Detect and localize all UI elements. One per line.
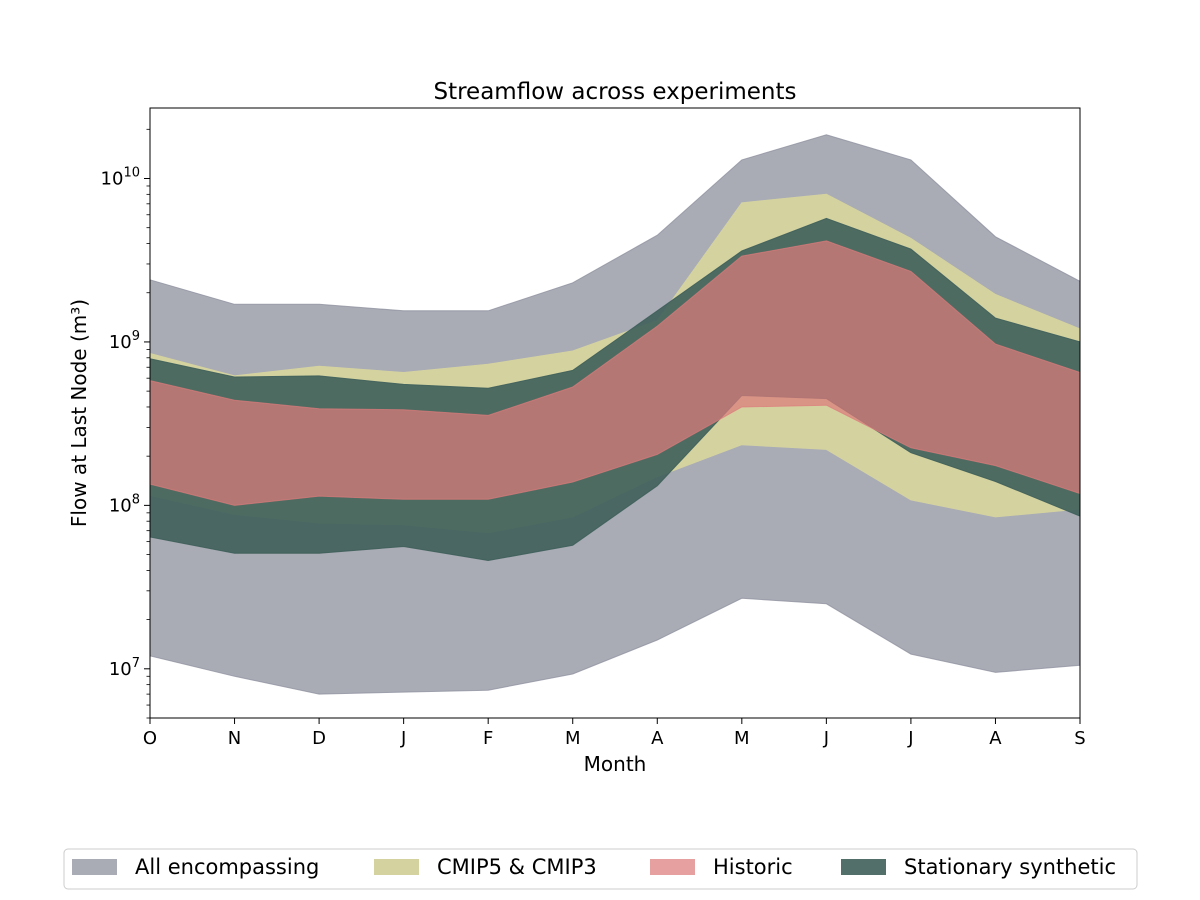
series-bands: [149, 134, 1081, 695]
legend-swatch: [841, 859, 886, 875]
x-tick-label: A: [989, 728, 1002, 749]
x-tick-label: M: [734, 728, 750, 749]
y-tick-label: 108: [109, 492, 140, 516]
x-tick-label: D: [312, 728, 326, 749]
legend-swatch: [650, 859, 695, 875]
chart-title: Streamflow across experiments: [433, 79, 796, 105]
x-tick-label: J: [907, 728, 913, 749]
x-tick-label: S: [1074, 728, 1085, 749]
x-tick-label: F: [483, 728, 493, 749]
legend: All encompassing CMIP5 & CMIP3 Historic Sta…: [63, 848, 1138, 890]
legend-swatch: [72, 859, 117, 875]
x-axis-label: Month: [584, 752, 647, 776]
x-tick-label: J: [400, 728, 406, 749]
x-tick-label: N: [228, 728, 241, 749]
legend-swatch: [374, 859, 419, 875]
legend-label: Historic: [713, 855, 793, 879]
legend-label: Stationary synthetic: [904, 855, 1116, 879]
x-tick-label: O: [143, 728, 157, 749]
y-axis-label: Flow at Last Node (m³): [67, 299, 91, 527]
legend-label: All encompassing: [135, 855, 319, 879]
y-axis-ticks: 107 108 109 1010: [101, 128, 150, 719]
y-tick-label: 109: [109, 329, 140, 353]
y-tick-label: 1010: [101, 165, 140, 189]
x-tick-label: J: [823, 728, 829, 749]
y-tick-label: 107: [109, 656, 140, 680]
legend-label: CMIP5 & CMIP3: [437, 855, 597, 879]
x-tick-label: M: [565, 728, 581, 749]
plot-frame: [149, 107, 1081, 719]
x-tick-label: A: [651, 728, 664, 749]
